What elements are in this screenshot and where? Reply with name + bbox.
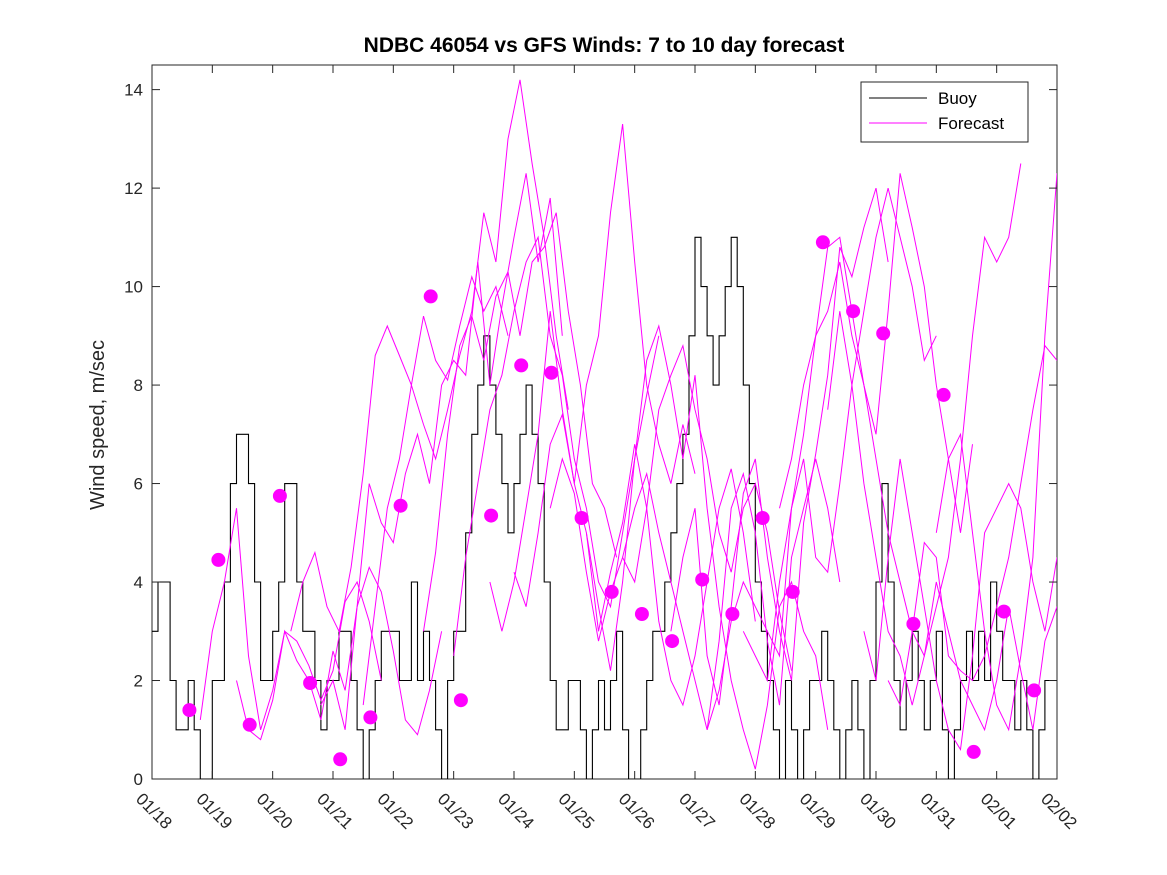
forecast-point <box>634 607 649 621</box>
forecast-point <box>484 508 499 523</box>
forecast-line <box>863 458 1057 751</box>
forecast-point <box>363 710 378 725</box>
legend-label: Forecast <box>938 114 1004 133</box>
forecast-point <box>423 289 438 304</box>
legend-label: Buoy <box>938 89 977 108</box>
forecast-point <box>242 717 257 732</box>
forecast-point <box>846 304 861 319</box>
forecast-point <box>906 616 921 631</box>
x-tick-label: 01/18 <box>132 789 176 833</box>
forecast-point <box>996 604 1011 619</box>
y-axis-ticks: 0 2 4 6 8 10 12 14 <box>124 81 1057 789</box>
x-tick-label: 01/20 <box>253 789 297 833</box>
forecast-point <box>514 358 529 373</box>
forecast-line <box>742 173 973 683</box>
axes-box <box>151 64 1058 780</box>
y-tick-label: 12 <box>124 179 143 198</box>
forecast-point <box>815 235 830 250</box>
forecast-point <box>211 552 226 567</box>
forecast-point <box>665 634 680 649</box>
forecast-point <box>1027 683 1042 698</box>
x-tick-label: 02/01 <box>977 789 1021 833</box>
y-tick-label: 4 <box>134 573 143 592</box>
legend: Buoy Forecast <box>860 81 1029 143</box>
forecast-point <box>393 498 408 513</box>
forecast-line <box>423 212 618 632</box>
data-layer <box>152 79 1057 779</box>
x-tick-label: 01/31 <box>917 789 961 833</box>
y-tick-label: 8 <box>134 376 143 395</box>
y-tick-label: 10 <box>124 278 143 297</box>
forecast-line <box>513 412 756 707</box>
forecast-point <box>966 744 981 759</box>
x-tick-label: 01/29 <box>796 789 840 833</box>
forecast-line <box>622 458 841 730</box>
y-axis-label: Wind speed, m/sec <box>87 340 109 510</box>
forecast-point <box>936 387 951 402</box>
x-tick-label: 01/28 <box>736 789 780 833</box>
forecast-line <box>887 344 1057 707</box>
plot-area <box>151 64 1058 780</box>
forecast-point <box>755 511 770 525</box>
y-tick-label: 0 <box>134 770 143 789</box>
forecast-point <box>272 488 287 503</box>
forecast-point <box>725 607 740 621</box>
forecast-line <box>489 124 696 632</box>
forecast-point <box>453 693 468 708</box>
forecast-point <box>604 584 619 599</box>
y-tick-label: 14 <box>124 81 143 100</box>
x-tick-label: 01/27 <box>675 789 719 833</box>
forecast-line <box>199 508 382 730</box>
forecast-line <box>290 274 509 633</box>
forecast-line <box>935 173 1057 732</box>
forecast-point <box>695 572 710 587</box>
x-tick-label: 01/21 <box>313 789 357 833</box>
forecast-point <box>182 703 197 718</box>
forecast-line <box>670 187 889 706</box>
x-tick-label: 01/22 <box>374 789 418 833</box>
forecast-point <box>303 676 318 690</box>
x-tick-label: 02/02 <box>1037 789 1081 833</box>
forecast-line <box>236 565 443 741</box>
forecast-line <box>320 173 563 730</box>
forecast-line <box>453 235 660 656</box>
x-tick-label: 01/19 <box>193 789 237 833</box>
forecast-point <box>333 752 348 767</box>
forecast-line <box>779 163 1022 658</box>
y-tick-label: 2 <box>134 672 143 691</box>
buoy-line <box>152 236 1057 779</box>
x-tick-label: 01/23 <box>434 789 478 833</box>
forecast-point <box>574 511 589 525</box>
forecast-line <box>362 79 569 706</box>
forecast-point <box>876 326 891 341</box>
x-tick-label: 01/25 <box>555 789 599 833</box>
x-tick-label: 01/30 <box>856 789 900 833</box>
chart-title: NDBC 46054 vs GFS Winds: 7 to 10 day for… <box>364 34 845 57</box>
forecast-point <box>785 584 800 599</box>
forecast-line <box>549 343 792 671</box>
y-tick-label: 6 <box>134 475 143 494</box>
legend-box <box>860 81 1029 143</box>
x-tick-label: 01/24 <box>494 789 538 833</box>
forecast-point <box>544 365 559 380</box>
forecast-line <box>706 187 937 730</box>
x-tick-label: 01/26 <box>615 789 659 833</box>
